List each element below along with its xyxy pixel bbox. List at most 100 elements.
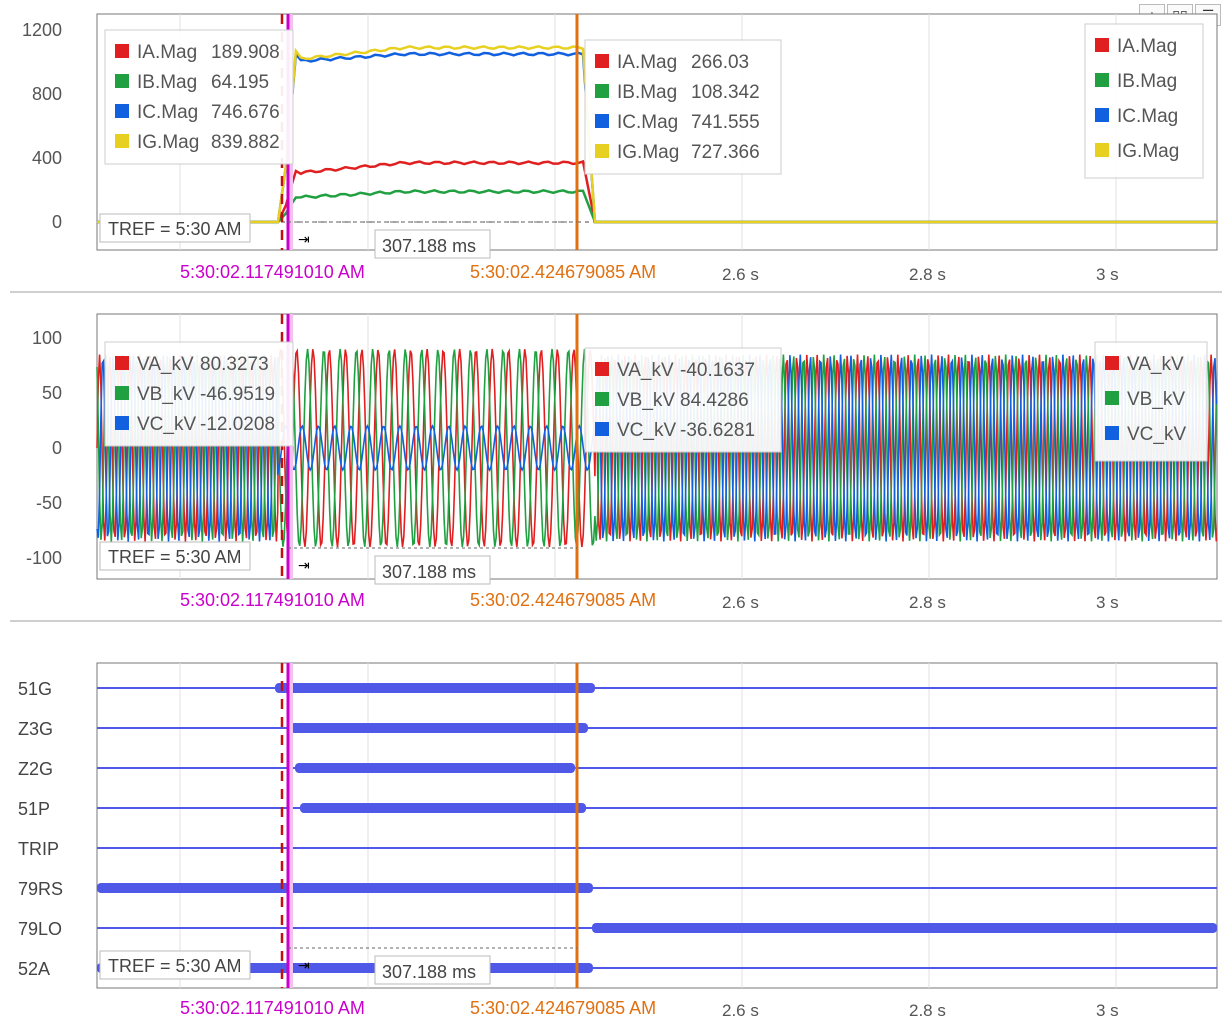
- tref-label: TREF = 5:30 AM: [108, 219, 242, 239]
- delta-box-frame: [374, 955, 491, 985]
- series-legend-swatch-vckv: [1105, 426, 1119, 440]
- primary-cursor-highlight: [287, 663, 293, 988]
- x-tick-label: 2.6 s: [722, 265, 759, 284]
- current-chart-panel: 1200 800 400 0 IA.Mag 189.908 IB.Mag 64.195 IC.M…: [10, 8, 1222, 290]
- cursor1-legend-name: VA_kV: [137, 354, 194, 375]
- channel-active-bar: [97, 883, 593, 893]
- y-tick-label: 50: [42, 383, 62, 403]
- series-legend-name: IA.Mag: [1117, 36, 1177, 57]
- cursor1-legend-name: IG.Mag: [137, 132, 199, 153]
- primary-cursor-time-label: 5:30:02.117491010 AM: [180, 262, 365, 282]
- cursor2-legend-value: -40.1637: [680, 360, 755, 381]
- cursor1-legend-swatch-vbkv: [115, 386, 129, 400]
- cursor2-legend-name: IA.Mag: [617, 52, 677, 73]
- cursor1-legend-swatch-iamag: [115, 44, 129, 58]
- x-tick-label: 2.6 s: [722, 1001, 759, 1020]
- cursor2-legend-value: -36.6281: [680, 420, 755, 441]
- cursor1-legend-swatch-vakv: [115, 356, 129, 370]
- cursor1-legend-name: IA.Mag: [137, 42, 197, 63]
- cursor2-legend-box: [584, 39, 782, 175]
- channel-label: TRIP: [18, 839, 59, 859]
- series-legend-name: IB.Mag: [1117, 71, 1177, 92]
- primary-cursor-time-label: 5:30:02.117491010 AM: [180, 998, 365, 1018]
- channel-label: Z3G: [18, 719, 53, 739]
- cursor2-legend-swatch-igmag: [595, 144, 609, 158]
- channel-label: 51G: [18, 679, 52, 699]
- cursor1-legend-value: 189.908: [211, 42, 280, 63]
- panel-separator: [10, 620, 1222, 622]
- series-legend-swatch-vakv: [1105, 356, 1119, 370]
- channel-active-bar: [295, 763, 575, 773]
- series-line-ib-mag: [97, 189, 1217, 224]
- cursor2-legend-name: VC_kV: [617, 420, 676, 441]
- current-chart: 1200 800 400 0 IA.Mag 189.908 IB.Mag 64.195 IC.M…: [22, 13, 1218, 284]
- delta-box: 307.188 ms: [374, 555, 491, 585]
- digital-chart-panel: 51G Z3G Z2G 51P TRIP 79RS 79LO 52A TREF = 5:30 A…: [10, 626, 1222, 1022]
- channel-label: 51P: [18, 799, 50, 819]
- tref-box: [99, 541, 251, 571]
- x-tick-label: 3 s: [1096, 593, 1119, 612]
- cursor1-legend-value: -46.9519: [200, 384, 275, 405]
- y-tick-label: -50: [36, 493, 62, 513]
- cursor1-legend-name: VC_kV: [137, 414, 196, 435]
- delta-arrow-icon: ⇥: [298, 557, 310, 573]
- y-tick-label: 0: [52, 212, 62, 232]
- cursor1-legend-swatch-igmag: [115, 134, 129, 148]
- cursor2-legend-value: 84.4286: [680, 390, 749, 411]
- y-tick-label: 800: [32, 84, 62, 104]
- cursor1-legend-value: 80.3273: [200, 354, 269, 375]
- cursor1-legend-box: [104, 29, 294, 165]
- delta-box: 307.188 ms: [374, 955, 491, 985]
- cursor2-legend-swatch-vakv: [595, 362, 609, 376]
- cursor1-legend-value: 746.676: [211, 102, 280, 123]
- cursor2-legend-box: [584, 347, 782, 453]
- delta-box-frame: [374, 229, 491, 259]
- x-tick-label: 2.8 s: [909, 1001, 946, 1020]
- y-tick-label: 400: [32, 148, 62, 168]
- cursor1-legend-name: VB_kV: [137, 384, 195, 405]
- tref-box: [99, 950, 251, 980]
- cursor2-legend-name: VA_kV: [617, 360, 674, 381]
- y-tick-label: 0: [52, 438, 62, 458]
- cursor2-legend-swatch-iamag: [595, 54, 609, 68]
- tref-box: [99, 213, 251, 243]
- cursor1-legend-swatch-icmag: [115, 104, 129, 118]
- secondary-cursor-time-label: 5:30:02.424679085 AM: [470, 262, 656, 282]
- series-legend-swatch-vbkv: [1105, 391, 1119, 405]
- channel-active-bar: [300, 803, 586, 813]
- cursor1-legend-swatch-ibmag: [115, 74, 129, 88]
- tref-label: TREF = 5:30 AM: [108, 547, 242, 567]
- cursor1-legend-swatch-vckv: [115, 416, 129, 430]
- channel-active-bar: [275, 683, 595, 693]
- primary-cursor-time-label: 5:30:02.117491010 AM: [180, 590, 365, 610]
- cursor2-legend-value: 108.342: [691, 82, 760, 103]
- series-legend-name: VA_kV: [1127, 354, 1184, 375]
- cursor2-legend-swatch-vbkv: [595, 392, 609, 406]
- x-tick-label: 2.8 s: [909, 265, 946, 284]
- delta-box: 307.188 ms: [374, 229, 491, 259]
- series-line-ic-mag: [97, 51, 1217, 224]
- cursor2-legend-swatch-ibmag: [595, 84, 609, 98]
- channel-label: 52A: [18, 959, 50, 979]
- cursor1-legend-value: 64.195: [211, 72, 269, 93]
- series-legend-name: VC_kV: [1127, 424, 1186, 445]
- y-tick-label: 1200: [22, 20, 62, 40]
- secondary-cursor-time-label: 5:30:02.424679085 AM: [470, 590, 656, 610]
- cursor2-legend-swatch-icmag: [595, 114, 609, 128]
- channel-label: 79RS: [18, 879, 63, 899]
- series-legend-swatch-igmag: [1095, 143, 1109, 157]
- delta-label: 307.188 ms: [382, 962, 476, 982]
- cursor1-legend-value: 839.882: [211, 132, 280, 153]
- cursor1-legend-value: -12.0208: [200, 414, 275, 435]
- cursor1-legend-name: IC.Mag: [137, 102, 198, 123]
- cursor2-legend-value: 741.555: [691, 112, 760, 133]
- channel-label: Z2G: [18, 759, 53, 779]
- panel-separator: [10, 291, 1222, 293]
- channel-label: 79LO: [18, 919, 62, 939]
- series-line-vb_kv: [96, 348, 1218, 549]
- series-legend-name: IG.Mag: [1117, 141, 1179, 162]
- cursor2-legend-name: IG.Mag: [617, 142, 679, 163]
- series-legend-swatch-ibmag: [1095, 73, 1109, 87]
- series-legend-name: VB_kV: [1127, 389, 1185, 410]
